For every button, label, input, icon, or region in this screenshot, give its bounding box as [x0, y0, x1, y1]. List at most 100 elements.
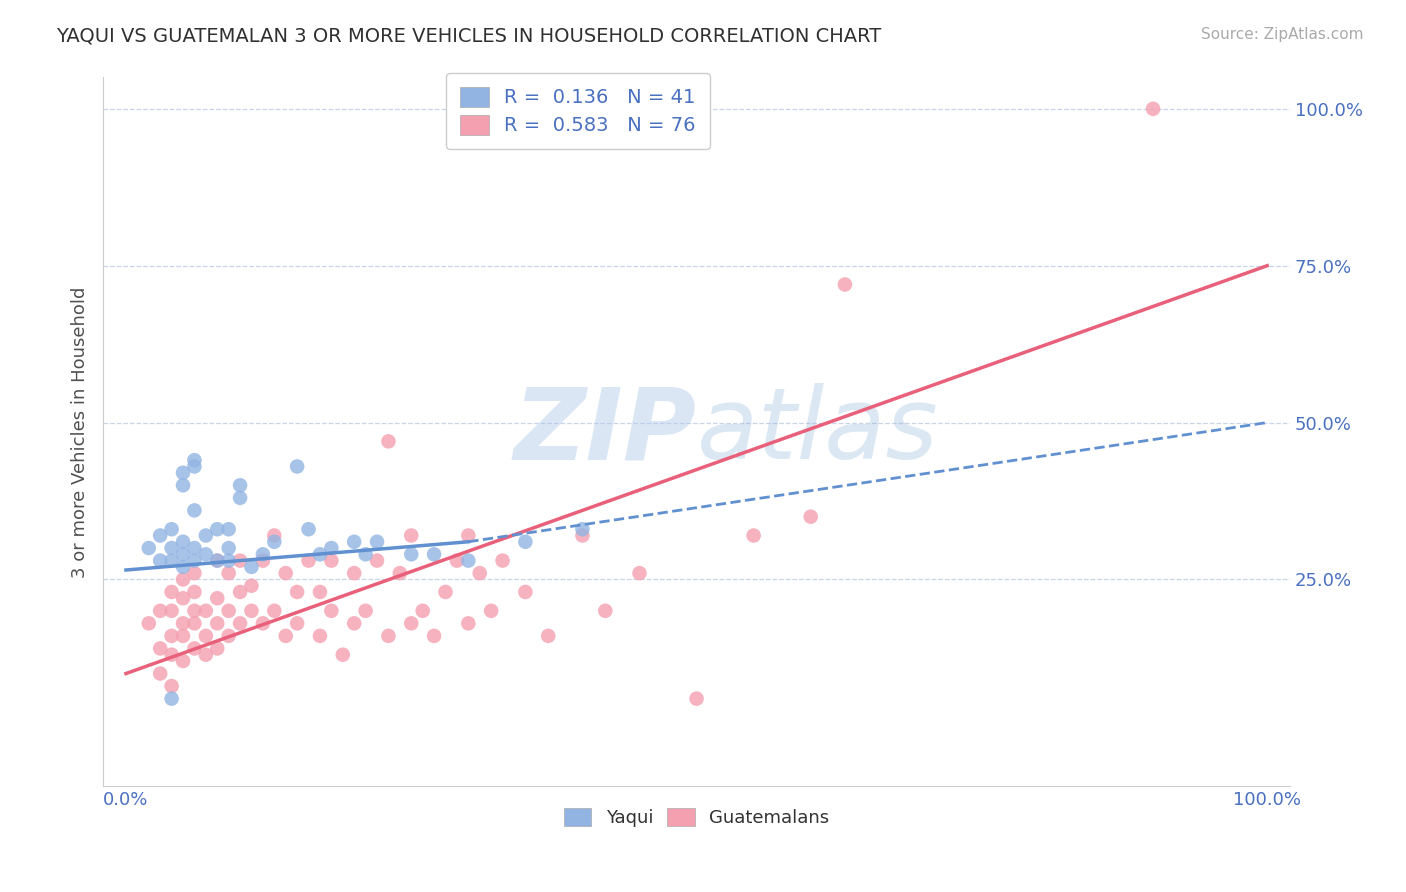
Point — [377, 629, 399, 643]
Point — [183, 604, 205, 618]
Point — [321, 553, 343, 567]
Point — [194, 648, 217, 662]
Point — [800, 509, 823, 524]
Point — [685, 691, 707, 706]
Point — [218, 604, 240, 618]
Text: Source: ZipAtlas.com: Source: ZipAtlas.com — [1201, 27, 1364, 42]
Point — [160, 522, 183, 536]
Point — [207, 591, 229, 606]
Point — [343, 566, 366, 581]
Point — [309, 585, 332, 599]
Point — [218, 522, 240, 536]
Point — [194, 604, 217, 618]
Point — [401, 547, 423, 561]
Point — [537, 629, 560, 643]
Point — [321, 604, 343, 618]
Y-axis label: 3 or more Vehicles in Household: 3 or more Vehicles in Household — [72, 286, 89, 578]
Point — [149, 641, 172, 656]
Point — [343, 616, 366, 631]
Point — [263, 528, 285, 542]
Legend: Yaqui, Guatemalans: Yaqui, Guatemalans — [557, 800, 837, 834]
Point — [218, 553, 240, 567]
Point — [457, 528, 479, 542]
Point — [401, 616, 423, 631]
Point — [172, 591, 194, 606]
Point — [240, 560, 263, 574]
Point — [183, 616, 205, 631]
Point — [207, 522, 229, 536]
Point — [183, 566, 205, 581]
Point — [354, 547, 377, 561]
Point — [593, 604, 616, 618]
Point — [457, 553, 479, 567]
Point — [412, 604, 434, 618]
Point — [366, 553, 388, 567]
Point — [366, 534, 388, 549]
Point — [423, 629, 446, 643]
Point — [172, 466, 194, 480]
Point — [172, 534, 194, 549]
Point — [149, 553, 172, 567]
Point — [252, 547, 274, 561]
Point — [229, 491, 252, 505]
Point — [207, 553, 229, 567]
Point — [468, 566, 491, 581]
Point — [240, 604, 263, 618]
Point — [1142, 102, 1164, 116]
Point — [183, 503, 205, 517]
Point — [240, 579, 263, 593]
Point — [183, 585, 205, 599]
Point — [263, 604, 285, 618]
Text: ZIP: ZIP — [513, 384, 696, 481]
Point — [183, 453, 205, 467]
Point — [207, 616, 229, 631]
Point — [183, 459, 205, 474]
Point — [457, 616, 479, 631]
Point — [138, 541, 160, 555]
Point — [297, 522, 319, 536]
Point — [285, 585, 308, 599]
Point — [321, 541, 343, 555]
Point — [160, 648, 183, 662]
Point — [172, 560, 194, 574]
Point — [207, 553, 229, 567]
Point — [285, 616, 308, 631]
Point — [194, 528, 217, 542]
Point — [628, 566, 651, 581]
Point — [354, 604, 377, 618]
Point — [160, 629, 183, 643]
Point — [229, 478, 252, 492]
Point — [423, 547, 446, 561]
Point — [183, 641, 205, 656]
Point — [834, 277, 856, 292]
Point — [183, 541, 205, 555]
Text: YAQUI VS GUATEMALAN 3 OR MORE VEHICLES IN HOUSEHOLD CORRELATION CHART: YAQUI VS GUATEMALAN 3 OR MORE VEHICLES I… — [56, 27, 882, 45]
Point — [149, 666, 172, 681]
Point — [194, 629, 217, 643]
Point — [446, 553, 468, 567]
Point — [229, 616, 252, 631]
Point — [332, 648, 354, 662]
Point — [401, 528, 423, 542]
Point — [274, 566, 297, 581]
Point — [149, 604, 172, 618]
Point — [252, 616, 274, 631]
Point — [160, 553, 183, 567]
Point — [218, 541, 240, 555]
Point — [491, 553, 513, 567]
Point — [434, 585, 457, 599]
Point — [207, 641, 229, 656]
Point — [172, 573, 194, 587]
Point — [183, 553, 205, 567]
Point — [160, 585, 183, 599]
Point — [149, 528, 172, 542]
Point — [160, 691, 183, 706]
Point — [309, 547, 332, 561]
Point — [388, 566, 411, 581]
Point — [138, 616, 160, 631]
Point — [274, 629, 297, 643]
Point — [263, 534, 285, 549]
Point — [229, 553, 252, 567]
Point — [172, 629, 194, 643]
Point — [479, 604, 502, 618]
